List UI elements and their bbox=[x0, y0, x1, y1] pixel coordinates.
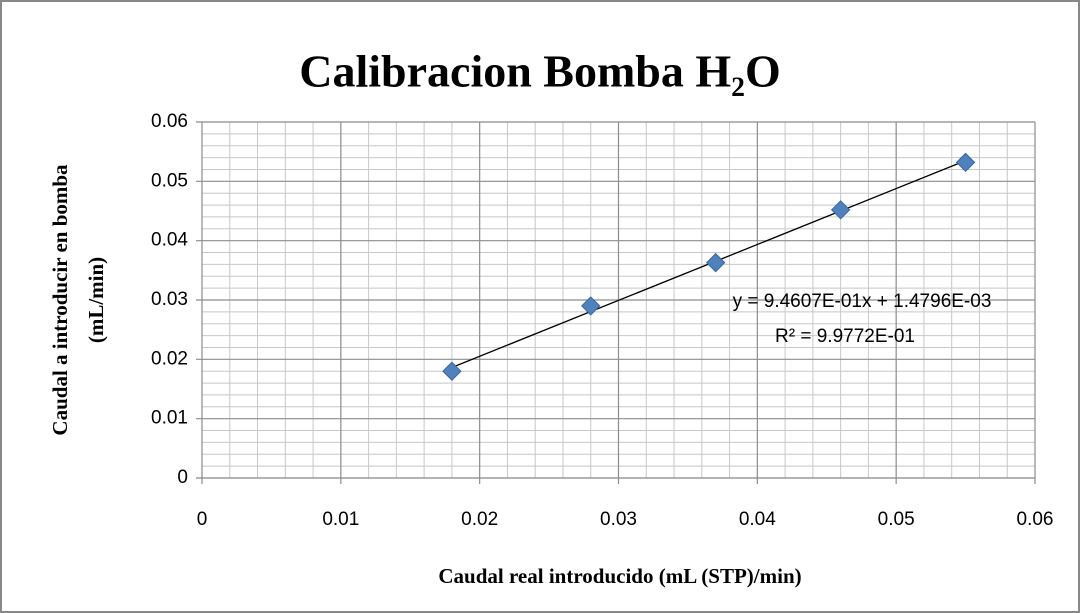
marker bbox=[705, 252, 726, 273]
y-tick-label: 0 bbox=[177, 467, 188, 488]
x-tick-label: 0.02 bbox=[461, 509, 498, 530]
marker bbox=[581, 296, 601, 316]
y-tick-label: 0.03 bbox=[151, 289, 188, 310]
x-tick-label: 0.05 bbox=[878, 509, 915, 530]
y-tick-label: 0.01 bbox=[151, 408, 188, 429]
marker bbox=[830, 200, 851, 220]
chart-title: Calibracion Bomba H₂O bbox=[299, 46, 781, 97]
y-axis-label: Caudal a introducir en bomba bbox=[48, 164, 72, 436]
x-axis-label: Caudal real introducido (mL (STP)/min) bbox=[438, 564, 801, 588]
y-tick-label: 0.05 bbox=[151, 170, 188, 191]
y-axis-label: (mL/min) bbox=[84, 257, 108, 343]
x-tick-label: 0.04 bbox=[739, 509, 776, 530]
marker bbox=[442, 361, 462, 381]
y-tick-label: 0.02 bbox=[151, 348, 188, 369]
y-tick-label: 0.06 bbox=[151, 111, 188, 132]
trendline-r2: R² = 9.9772E-01 bbox=[775, 326, 915, 347]
x-tick-label: 0 bbox=[197, 509, 208, 530]
trendline-equation: y = 9.4607E-01x + 1.4796E-03 bbox=[733, 291, 992, 312]
marker bbox=[955, 152, 976, 173]
x-tick-label: 0.03 bbox=[600, 509, 637, 530]
x-tick-label: 0.06 bbox=[1017, 509, 1054, 530]
y-tick-label: 0.04 bbox=[151, 230, 188, 251]
x-tick-label: 0.01 bbox=[322, 509, 359, 530]
